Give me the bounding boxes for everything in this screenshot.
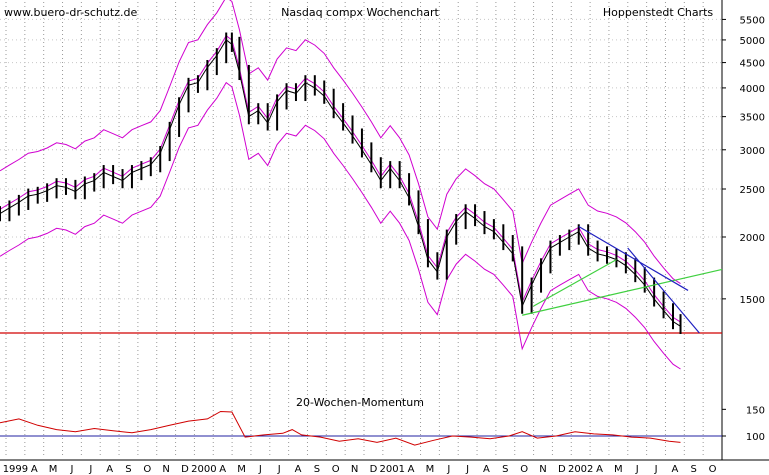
x-tick-label: A bbox=[671, 464, 678, 475]
x-tick-label: S bbox=[502, 464, 508, 475]
x-tick-label: 2001 bbox=[380, 464, 405, 475]
y-tick-label: 5000 bbox=[740, 36, 765, 47]
momentum-y-tick-label: 100 bbox=[746, 432, 765, 443]
x-tick-label: 2000 bbox=[191, 464, 216, 475]
x-tick-label: N bbox=[539, 464, 546, 475]
x-tick-label: N bbox=[162, 464, 169, 475]
x-tick-label: O bbox=[143, 464, 151, 475]
x-tick-label: J bbox=[654, 464, 658, 475]
middle-band bbox=[0, 34, 681, 323]
x-tick-label: O bbox=[332, 464, 340, 475]
x-tick-label: A bbox=[596, 464, 603, 475]
lower-band bbox=[0, 81, 681, 370]
y-tick-label: 4000 bbox=[740, 84, 765, 95]
x-tick-label: J bbox=[69, 464, 73, 475]
x-tick-label: J bbox=[446, 464, 450, 475]
x-tick-label: O bbox=[520, 464, 528, 475]
y-tick-label: 3000 bbox=[740, 146, 765, 157]
x-tick-label: N bbox=[351, 464, 358, 475]
x-tick-label: S bbox=[314, 464, 320, 475]
x-tick-label: J bbox=[258, 464, 262, 475]
x-tick-label: A bbox=[31, 464, 38, 475]
x-tick-label: 1999 bbox=[3, 464, 28, 475]
x-tick-label: 2002 bbox=[568, 464, 593, 475]
green-trendline-short bbox=[533, 259, 617, 307]
blue-trendline-upper bbox=[578, 225, 689, 291]
y-tick-label: 3500 bbox=[740, 113, 765, 124]
y-tick-label: 2000 bbox=[740, 233, 765, 244]
chart-source: Hoppenstedt Charts bbox=[603, 6, 714, 19]
x-tick-label: D bbox=[181, 464, 189, 475]
chart-title: Nasdaq compx Wochenchart bbox=[281, 6, 439, 19]
momentum-series bbox=[0, 410, 681, 446]
price-series bbox=[0, 39, 681, 327]
green-trendline-long bbox=[522, 268, 723, 316]
y-tick-label: 5500 bbox=[740, 15, 765, 26]
upper-band bbox=[0, 0, 681, 285]
x-tick-label: J bbox=[635, 464, 639, 475]
momentum-y-tick-label: 150 bbox=[746, 405, 765, 416]
x-tick-label: M bbox=[49, 464, 58, 475]
x-tick-label: O bbox=[709, 464, 717, 475]
x-tick-label: A bbox=[106, 464, 113, 475]
x-tick-label: A bbox=[408, 464, 415, 475]
x-tick-label: J bbox=[465, 464, 469, 475]
x-tick-label: M bbox=[426, 464, 435, 475]
x-tick-label: S bbox=[125, 464, 131, 475]
y-tick-label: 1500 bbox=[740, 295, 765, 306]
x-tick-label: M bbox=[237, 464, 246, 475]
momentum-title: 20-Wochen-Momentum bbox=[296, 396, 424, 409]
blue-trendline-lower bbox=[627, 247, 700, 334]
x-tick-label: J bbox=[88, 464, 92, 475]
x-tick-label: M bbox=[614, 464, 623, 475]
x-tick-label: D bbox=[558, 464, 566, 475]
y-tick-label: 2500 bbox=[740, 185, 765, 196]
x-tick-label: S bbox=[691, 464, 697, 475]
x-tick-label: D bbox=[370, 464, 378, 475]
site-label: www.buero-dr-schutz.de bbox=[4, 6, 137, 19]
y-tick-label: 4500 bbox=[740, 59, 765, 70]
x-tick-label: A bbox=[483, 464, 490, 475]
x-tick-label: J bbox=[277, 464, 281, 475]
x-tick-label: A bbox=[219, 464, 226, 475]
x-tick-label: A bbox=[295, 464, 302, 475]
